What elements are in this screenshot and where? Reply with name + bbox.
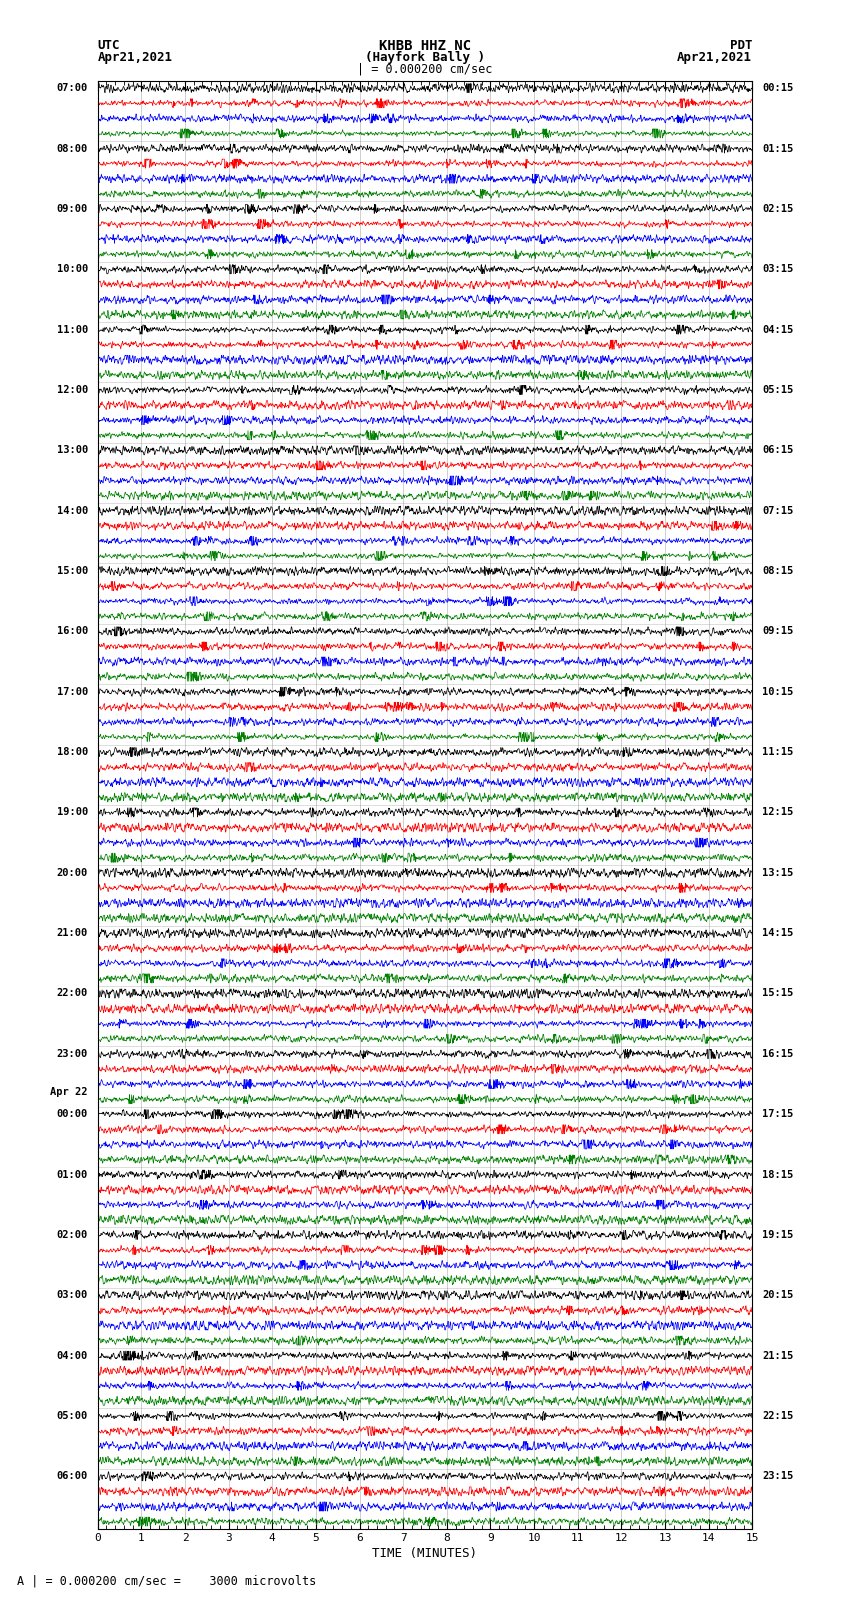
Text: 10:15: 10:15 — [762, 687, 793, 697]
Text: 21:15: 21:15 — [762, 1350, 793, 1361]
Text: 03:00: 03:00 — [57, 1290, 88, 1300]
Text: Apr21,2021: Apr21,2021 — [677, 50, 752, 65]
Text: 23:00: 23:00 — [57, 1048, 88, 1058]
Text: 08:00: 08:00 — [57, 144, 88, 153]
Text: Apr 22: Apr 22 — [50, 1087, 88, 1097]
Text: 23:15: 23:15 — [762, 1471, 793, 1481]
Text: (Hayfork Bally ): (Hayfork Bally ) — [365, 50, 485, 65]
Text: 06:00: 06:00 — [57, 1471, 88, 1481]
Text: UTC: UTC — [98, 39, 120, 53]
Text: 09:00: 09:00 — [57, 203, 88, 215]
Text: 01:00: 01:00 — [57, 1169, 88, 1179]
Text: 08:15: 08:15 — [762, 566, 793, 576]
Text: 11:15: 11:15 — [762, 747, 793, 756]
Text: | = 0.000200 cm/sec: | = 0.000200 cm/sec — [357, 61, 493, 76]
Text: 14:00: 14:00 — [57, 505, 88, 516]
Text: 13:00: 13:00 — [57, 445, 88, 455]
Text: 12:00: 12:00 — [57, 386, 88, 395]
Text: 11:00: 11:00 — [57, 324, 88, 334]
Text: 05:15: 05:15 — [762, 386, 793, 395]
Text: 02:15: 02:15 — [762, 203, 793, 215]
Text: PDT: PDT — [730, 39, 752, 53]
Text: 07:00: 07:00 — [57, 84, 88, 94]
Text: 03:15: 03:15 — [762, 265, 793, 274]
Text: 19:15: 19:15 — [762, 1229, 793, 1240]
Text: 04:15: 04:15 — [762, 324, 793, 334]
Text: 21:00: 21:00 — [57, 927, 88, 939]
Text: 01:15: 01:15 — [762, 144, 793, 153]
Text: 00:15: 00:15 — [762, 84, 793, 94]
Text: 18:00: 18:00 — [57, 747, 88, 756]
Text: 14:15: 14:15 — [762, 927, 793, 939]
Text: 16:00: 16:00 — [57, 626, 88, 637]
Text: Apr21,2021: Apr21,2021 — [98, 50, 173, 65]
Text: 12:15: 12:15 — [762, 808, 793, 818]
Text: 17:15: 17:15 — [762, 1110, 793, 1119]
Text: 20:15: 20:15 — [762, 1290, 793, 1300]
Text: 22:00: 22:00 — [57, 989, 88, 998]
Text: 09:15: 09:15 — [762, 626, 793, 637]
Text: 15:15: 15:15 — [762, 989, 793, 998]
Text: A | = 0.000200 cm/sec =    3000 microvolts: A | = 0.000200 cm/sec = 3000 microvolts — [17, 1574, 316, 1587]
Text: 02:00: 02:00 — [57, 1229, 88, 1240]
Text: 00:00: 00:00 — [57, 1110, 88, 1119]
Text: 20:00: 20:00 — [57, 868, 88, 877]
Text: 16:15: 16:15 — [762, 1048, 793, 1058]
Text: 19:00: 19:00 — [57, 808, 88, 818]
Text: 15:00: 15:00 — [57, 566, 88, 576]
X-axis label: TIME (MINUTES): TIME (MINUTES) — [372, 1547, 478, 1560]
Text: 06:15: 06:15 — [762, 445, 793, 455]
Text: 17:00: 17:00 — [57, 687, 88, 697]
Text: 10:00: 10:00 — [57, 265, 88, 274]
Text: 04:00: 04:00 — [57, 1350, 88, 1361]
Text: 07:15: 07:15 — [762, 505, 793, 516]
Text: 13:15: 13:15 — [762, 868, 793, 877]
Text: 22:15: 22:15 — [762, 1411, 793, 1421]
Text: KHBB HHZ NC: KHBB HHZ NC — [379, 39, 471, 53]
Text: 05:00: 05:00 — [57, 1411, 88, 1421]
Text: 18:15: 18:15 — [762, 1169, 793, 1179]
